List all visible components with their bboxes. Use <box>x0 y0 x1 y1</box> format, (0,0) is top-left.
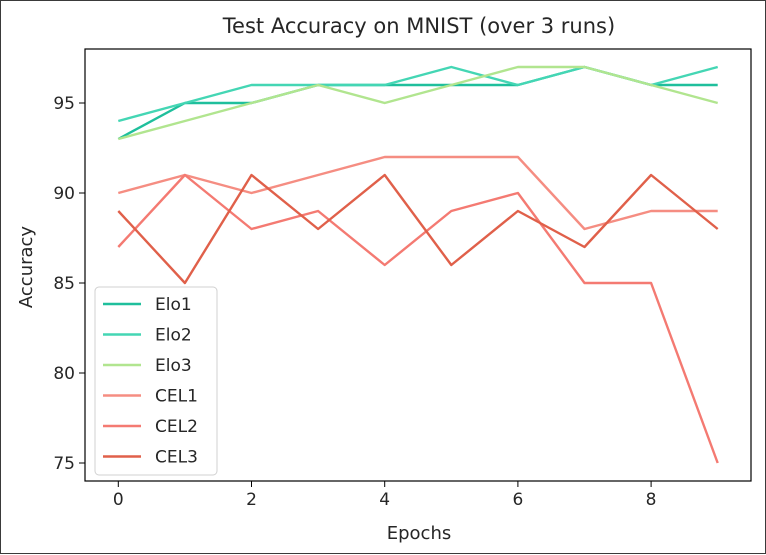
x-tick-label: 8 <box>646 490 657 510</box>
chart-title: Test Accuracy on MNIST (over 3 runs) <box>222 14 615 38</box>
plot-frame <box>84 48 752 482</box>
series-line-elo3 <box>117 65 719 141</box>
y-tick-label: 95 <box>53 94 75 114</box>
legend-label-elo1: Elo1 <box>155 295 192 315</box>
y-tick-label: 80 <box>53 364 75 384</box>
y-tick-label: 90 <box>53 184 75 204</box>
legend-label-cel2: CEL2 <box>155 417 198 437</box>
x-axis-label: Epochs <box>387 523 452 544</box>
y-tick-label: 75 <box>53 454 75 474</box>
x-tick-label: 4 <box>379 490 390 510</box>
legend-label-elo3: Elo3 <box>155 356 192 376</box>
series-line-cel2 <box>117 173 719 464</box>
y-axis-label: Accuracy <box>16 226 37 309</box>
legend-label-cel3: CEL3 <box>155 448 198 468</box>
series-line-cel1 <box>117 155 718 231</box>
y-tick-label: 85 <box>53 274 75 294</box>
legend-label-cel1: CEL1 <box>155 387 198 407</box>
x-tick-label: 2 <box>246 490 257 510</box>
series-line-cel3 <box>117 173 719 285</box>
plot-area: 0 2 4 6 8 75 80 85 90 95 Elo1 Elo2 Elo3 CEL1 CEL2 CEL3 <box>53 48 752 510</box>
legend-label-elo2: Elo2 <box>155 326 192 346</box>
x-tick-label: 6 <box>512 490 523 510</box>
x-tick-label: 0 <box>113 490 124 510</box>
